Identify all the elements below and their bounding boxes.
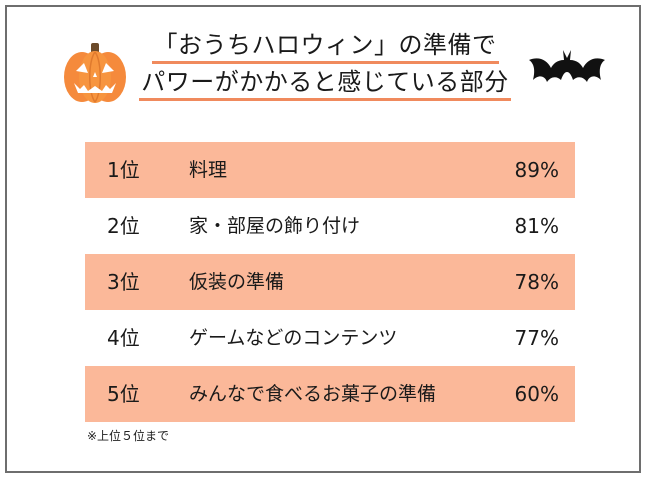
percent-value: 60% [514,382,559,406]
table-row: 1位 料理 89% [85,142,575,198]
item-label: ゲームなどのコンテンツ [189,327,398,349]
percent-value: 81% [514,214,559,238]
title-line-1: 「おうちハロウィン」の準備で [151,30,499,64]
percent-value: 89% [514,158,559,182]
table-row: 3位 仮装の準備 78% [85,254,575,310]
table-row: 2位 家・部屋の飾り付け 81% [85,198,575,254]
item-label: 家・部屋の飾り付け [189,215,361,237]
item-label: 仮装の準備 [189,271,285,293]
ranking-table: 1位 料理 89% 2位 家・部屋の飾り付け 81% 3位 仮装の準備 78% 4位 ゲームなどのコ… [85,142,575,422]
rank-label: 4位 [107,326,140,350]
rank-label: 2位 [107,214,140,238]
chart-title: 「おうちハロウィン」の準備で パワーがかかると感じている部分 [7,30,643,101]
rank-label: 3位 [107,270,140,294]
rank-label: 1位 [107,158,140,182]
rank-label: 5位 [107,382,140,406]
percent-value: 78% [514,270,559,294]
table-row: 4位 ゲームなどのコンテンツ 77% [85,310,575,366]
footnote: ※上位５位まで [87,429,170,443]
jack-o-lantern-icon [64,43,126,103]
title-line-2: パワーがかかると感じている部分 [139,67,511,101]
chart-frame: 「おうちハロウィン」の準備で パワーがかかると感じている部分 1位 料理 89% 2位… [5,5,641,473]
percent-value: 77% [514,326,559,350]
item-label: 料理 [189,159,228,181]
item-label: みんなで食べるお菓子の準備 [189,383,437,405]
table-row: 5位 みんなで食べるお菓子の準備 60% [85,366,575,422]
bat-icon [529,50,605,82]
